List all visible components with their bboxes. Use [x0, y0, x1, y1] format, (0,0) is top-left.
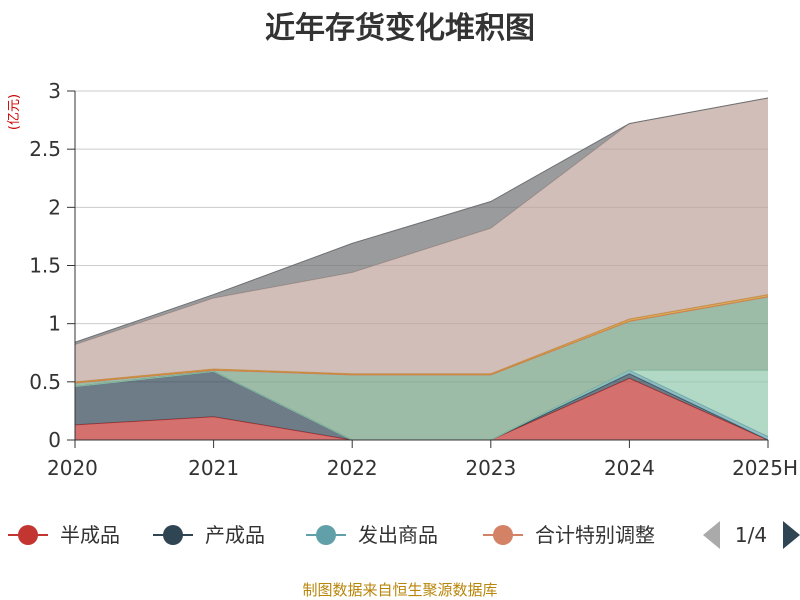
x-tick-label: 2022 [327, 456, 378, 480]
area-series-8 [75, 97, 768, 345]
legend-label: 产成品 [205, 523, 265, 547]
legend-label: 半成品 [60, 523, 120, 547]
x-tick-label: 2020 [47, 456, 98, 480]
y-tick-label: 1 [48, 312, 61, 336]
area-series-3 [75, 370, 768, 440]
data-source-note: 制图数据来自恒生聚源数据库 [302, 581, 497, 599]
x-tick-label: 2021 [188, 456, 239, 480]
area-series-7 [75, 97, 768, 382]
y-tick-label: 1.5 [29, 254, 61, 278]
area-series-4 [75, 296, 768, 440]
legend-item-1[interactable]: 产成品 [153, 523, 265, 547]
x-tick-label: 2023 [465, 456, 516, 480]
legend-next-arrow-icon[interactable] [783, 521, 800, 549]
chart-title: 近年存货变化堆积图 [265, 11, 535, 46]
series-line-8 [74, 97, 769, 343]
y-tick-label: 0 [48, 428, 61, 452]
legend-prev-arrow-icon[interactable] [703, 521, 720, 549]
x-tick-label: 2025H [732, 456, 798, 480]
legend-marker [493, 525, 513, 545]
legend-item-5[interactable]: 合计特别调整 [483, 523, 655, 547]
legend-label: 发出商品 [358, 523, 438, 547]
legend-page-indicator: 1/4 [735, 523, 767, 547]
legend-pager: 1/4 [703, 521, 800, 549]
legend-label: 合计特别调整 [535, 523, 655, 547]
areas [74, 97, 769, 441]
legend-marker [18, 525, 38, 545]
legend-item-2[interactable]: 发出商品 [306, 523, 438, 547]
y-axis-unit: (亿元) [7, 94, 22, 130]
y-tick-label: 2.5 [29, 137, 61, 161]
axes: 0 0.5 1 1.5 2 2.5 3 2020 2021 2022 2023 2024 2025H [29, 79, 798, 480]
legend-item-0[interactable]: 半成品 [8, 523, 120, 547]
y-tick-label: 2 [48, 195, 61, 219]
y-tick-label: 3 [48, 79, 61, 103]
legend-marker [316, 525, 336, 545]
y-tick-label: 0.5 [29, 370, 61, 394]
legend-marker [163, 525, 183, 545]
legend[interactable]: 半成品 产成品 发出商品 合计特别调整 [8, 523, 655, 547]
x-tick-label: 2024 [604, 456, 655, 480]
